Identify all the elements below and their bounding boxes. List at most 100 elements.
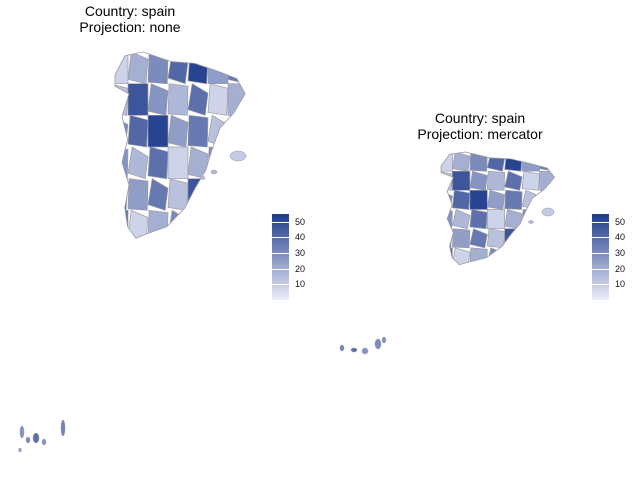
province-shape (469, 170, 488, 191)
province-shape (521, 152, 540, 172)
spain-map-mercator (339, 151, 556, 355)
province-shape (147, 178, 169, 211)
island-shape (541, 207, 555, 217)
island-shape (25, 436, 31, 444)
island-shape (381, 336, 387, 344)
color-legend: 50 40 30 20 10 (272, 214, 322, 304)
province-shape (227, 178, 246, 211)
province-shape (441, 189, 453, 210)
province-shape (115, 83, 129, 116)
province-shape (504, 189, 523, 210)
province-shape (115, 114, 129, 148)
province-shape (451, 152, 471, 172)
province-shape (539, 189, 555, 210)
province-shape (486, 152, 506, 172)
island-shape (32, 432, 40, 444)
province-shape (486, 228, 506, 249)
province-shape (469, 189, 488, 210)
province-shape (167, 83, 189, 116)
title-country: Country: spain (84, 3, 176, 19)
province-shape (167, 146, 189, 180)
province-shape (187, 83, 209, 116)
province-shape (115, 209, 129, 239)
province-shape (127, 178, 149, 211)
province-shape (147, 209, 169, 239)
province-shape (227, 209, 246, 239)
legend-tick: 40 (615, 232, 626, 243)
legend-colorbar (592, 214, 609, 300)
province-shape (187, 114, 209, 148)
province-shape (167, 178, 189, 211)
province-shape (469, 209, 488, 230)
province-shape (207, 52, 229, 85)
island-shape (350, 347, 358, 353)
legend-tick: 10 (615, 279, 626, 290)
island-shape (41, 438, 47, 446)
province-shape (539, 247, 555, 265)
province-shape (539, 170, 555, 191)
province-shape (147, 83, 169, 116)
province-shape (486, 209, 506, 230)
map-title: Country: spain Projection: mercator (320, 110, 640, 142)
province-shape (504, 209, 523, 230)
legend-tick: 10 (295, 279, 306, 290)
legend-tick-mark (592, 237, 609, 239)
country-outline (440, 151, 556, 266)
province-shape (207, 114, 229, 148)
province-shape (227, 114, 246, 148)
province-shape (452, 228, 471, 249)
legend-tick-mark (272, 237, 289, 239)
province-shape (127, 146, 149, 180)
province-shape (167, 52, 189, 85)
island-shape (229, 150, 247, 162)
province-shape (127, 114, 149, 148)
province-shape (504, 247, 523, 265)
province-shape (207, 209, 229, 239)
province-shape (452, 170, 471, 191)
province-shape (115, 146, 129, 180)
legend-tick-mark (272, 268, 289, 270)
legend-tick-mark (592, 268, 609, 270)
map-panel-mercator: Country: spain Projection: mercator 50 4… (320, 0, 640, 480)
province-shape (521, 228, 540, 249)
province-shape (452, 189, 471, 210)
province-shape (504, 152, 523, 172)
island-shape (210, 169, 218, 175)
province-regions (441, 152, 555, 265)
province-shape (521, 247, 540, 265)
province-shape (187, 52, 209, 85)
province-shape (451, 209, 471, 230)
island-shape (361, 347, 369, 355)
legend-tick: 20 (295, 263, 306, 274)
map-panel-none: Country: spain Projection: none 50 40 30… (18, 3, 322, 453)
legend-tick-mark (272, 221, 289, 223)
province-shape (486, 189, 506, 210)
legend-tick: 50 (615, 216, 626, 227)
island-shape (19, 425, 25, 439)
island-shape (339, 344, 345, 352)
province-shape (227, 52, 246, 85)
province-shape (486, 170, 506, 191)
island-shape (374, 338, 382, 350)
province-shape (539, 228, 555, 249)
island-shape (18, 447, 22, 453)
country-outline (114, 51, 246, 239)
province-shape (441, 152, 453, 172)
province-shape (469, 228, 488, 249)
province-shape (441, 247, 453, 265)
province-shape (147, 146, 169, 180)
province-shape (539, 152, 555, 172)
legend-colorbar (272, 214, 289, 300)
title-projection: Projection: none (79, 19, 181, 35)
legend-tick-mark (272, 253, 289, 255)
province-shape (504, 170, 523, 191)
province-shape (521, 170, 540, 191)
province-shape (127, 52, 149, 85)
island-shape (200, 176, 206, 180)
province-shape (147, 114, 169, 148)
province-regions (115, 52, 246, 239)
spain-map-unprojected (18, 51, 247, 453)
title-country: Country: spain (434, 110, 526, 126)
legend-tick-mark (592, 284, 609, 286)
province-shape (207, 178, 229, 211)
